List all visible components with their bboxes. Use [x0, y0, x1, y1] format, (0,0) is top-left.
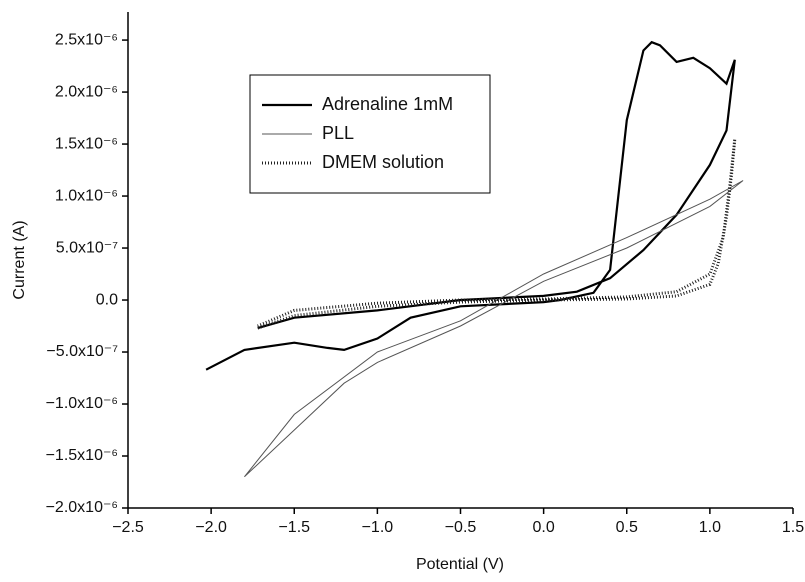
y-tick-label: 0.0 [96, 291, 118, 308]
x-tick-label: −0.5 [445, 519, 477, 536]
x-tick-label: −2.5 [112, 519, 144, 536]
x-axis-label: Potential (V) [416, 556, 504, 573]
y-tick-label: 2.0x10⁻⁶ [55, 83, 118, 100]
x-tick-label: 1.0 [699, 519, 721, 536]
y-tick-label: −1.0x10⁻⁶ [46, 395, 118, 412]
series-line [244, 180, 744, 478]
y-tick-label: −1.5x10⁻⁶ [46, 447, 118, 464]
y-tick-label: 1.0x10⁻⁶ [55, 187, 118, 204]
x-tick-label: 0.5 [616, 519, 638, 536]
y-tick-label: −2.0x10⁻⁶ [46, 499, 118, 516]
legend-label: PLL [322, 123, 354, 143]
series-line [205, 40, 736, 371]
x-tick-label: 1.5 [782, 519, 804, 536]
y-tick-label: 1.5x10⁻⁶ [55, 135, 118, 152]
legend-label: Adrenaline 1mM [322, 94, 453, 114]
y-axis-label: Current (A) [11, 220, 28, 299]
y-tick-label: 2.5x10⁻⁶ [55, 31, 118, 48]
y-tick-label: 5.0x10⁻⁷ [56, 239, 118, 256]
legend-label: DMEM solution [322, 152, 444, 172]
x-tick-label: −2.0 [195, 519, 227, 536]
y-tick-label: −5.0x10⁻⁷ [46, 343, 118, 360]
x-tick-label: 0.0 [533, 519, 555, 536]
x-tick-label: −1.5 [278, 519, 310, 536]
x-tick-label: −1.0 [362, 519, 394, 536]
